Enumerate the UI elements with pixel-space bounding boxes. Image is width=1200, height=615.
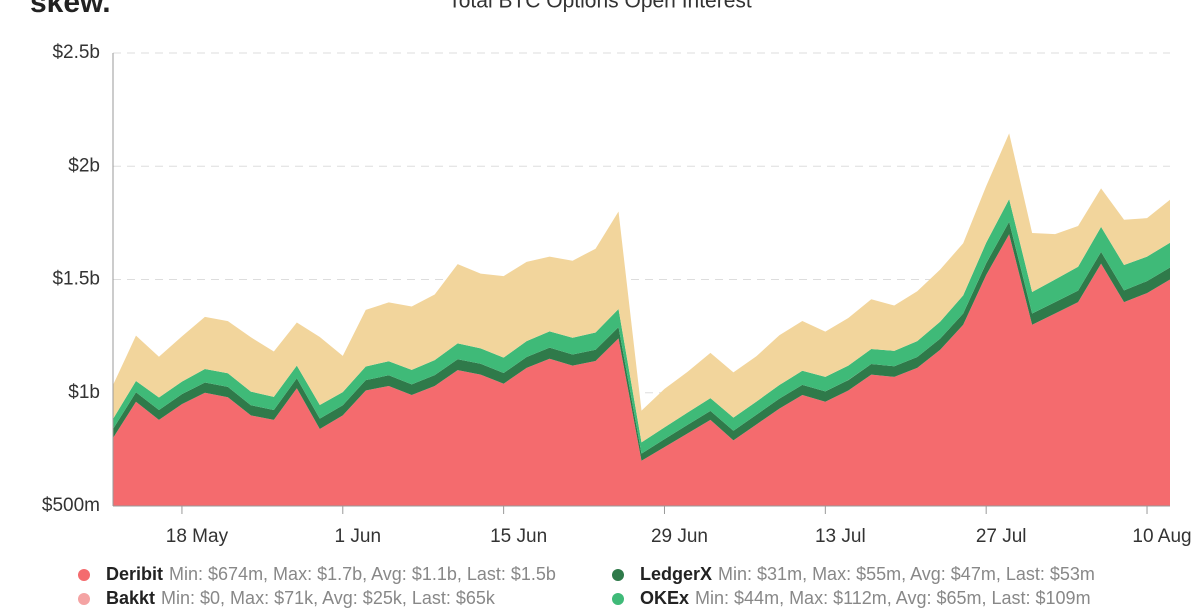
area [113,234,1170,506]
legend-stats: Min: $31m, Max: $55m, Avg: $47m, Last: $… [718,564,1095,584]
x-tick-label: 15 Jun [490,526,547,547]
x-tick-label: 29 Jun [651,526,708,547]
legend: Deribit Min: $674m, Max: $1.7b, Avg: $1.1… [78,564,1095,608]
legend-stats: Min: $44m, Max: $112m, Avg: $65m, Last: … [695,588,1091,608]
x-tick-label: 10 Aug [1132,526,1191,547]
legend-entry: LedgerX Min: $31m, Max: $55m, Avg: $47m, … [640,564,1095,584]
legend-entry: Bakkt Min: $0, Max: $71k, Avg: $25k, Last… [106,588,496,608]
axes: $500m $1b $1.5b $2b $2.5b 18 May 1 Jun 15 Jun 29… [42,42,1192,547]
legend-name: Bakkt [106,588,155,608]
logo: skew. [30,0,111,19]
areas [113,133,1170,506]
legend-name: LedgerX [640,564,712,584]
legend-marker [78,569,90,581]
y-tick-label: $1.5b [52,269,100,290]
y-tick-label: $1b [68,382,100,403]
legend-marker [612,569,624,581]
x-tick-label: 13 Jul [815,526,866,547]
y-tick-label: $2b [68,155,100,176]
x-tick-label: 27 Jul [976,526,1027,547]
legend-name: Deribit [106,564,163,584]
legend-name: OKEx [640,588,689,608]
chart-title: Total BTC Options Open Interest [448,0,752,13]
legend-entry: OKEx Min: $44m, Max: $112m, Avg: $65m, La… [640,588,1091,608]
y-tick-label: $2.5b [52,42,100,63]
y-tick-label: $500m [42,495,100,516]
legend-stats: Min: $0, Max: $71k, Avg: $25k, Last: $65… [161,588,496,608]
legend-stats: Min: $674m, Max: $1.7b, Avg: $1.1b, Last… [169,564,556,584]
x-tick-label: 1 Jun [335,526,381,547]
area [113,133,1170,443]
legend-marker [612,593,624,605]
legend-entry: Deribit Min: $674m, Max: $1.7b, Avg: $1.1… [106,564,556,584]
x-tick-label: 18 May [166,526,229,547]
legend-marker [78,593,90,605]
